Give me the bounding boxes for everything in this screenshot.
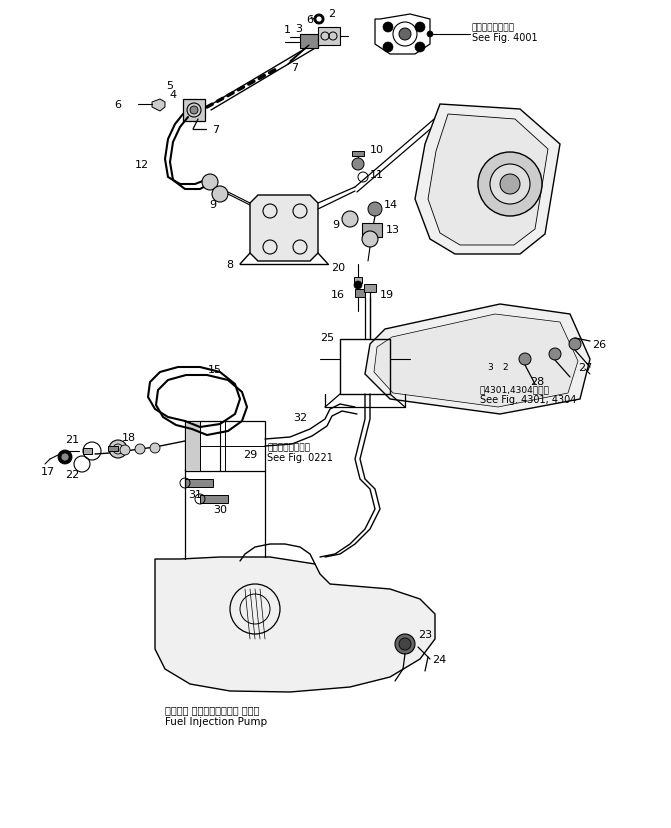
- Text: 25: 25: [320, 333, 334, 343]
- Bar: [108, 446, 118, 451]
- Circle shape: [368, 203, 382, 217]
- Circle shape: [61, 454, 69, 461]
- Polygon shape: [250, 195, 318, 262]
- Circle shape: [58, 450, 72, 465]
- Circle shape: [342, 212, 358, 228]
- Text: 9: 9: [332, 219, 340, 229]
- Text: 30: 30: [213, 504, 227, 514]
- Text: 1: 1: [284, 25, 291, 35]
- Polygon shape: [374, 315, 578, 407]
- Text: 21: 21: [65, 435, 79, 445]
- Circle shape: [549, 349, 561, 360]
- Circle shape: [478, 153, 542, 217]
- Circle shape: [109, 440, 127, 459]
- Text: 7: 7: [291, 63, 299, 73]
- Circle shape: [383, 43, 393, 53]
- Bar: [352, 152, 364, 156]
- Text: See Fig. 0221: See Fig. 0221: [267, 452, 333, 463]
- Circle shape: [395, 634, 415, 654]
- Circle shape: [314, 15, 324, 25]
- Bar: [355, 290, 365, 297]
- Text: 12: 12: [135, 160, 149, 170]
- Bar: [362, 224, 382, 238]
- Circle shape: [212, 187, 228, 203]
- Text: 28: 28: [530, 377, 544, 387]
- Circle shape: [120, 445, 130, 455]
- Text: 15: 15: [208, 364, 222, 374]
- Text: Fuel Injection Pump: Fuel Injection Pump: [165, 716, 267, 726]
- Text: 6: 6: [115, 100, 121, 110]
- Circle shape: [362, 232, 378, 248]
- Circle shape: [490, 165, 530, 205]
- Bar: [318, 28, 340, 46]
- Bar: [300, 35, 318, 49]
- Circle shape: [190, 107, 198, 115]
- Text: 2: 2: [328, 9, 336, 19]
- Text: 4: 4: [170, 90, 176, 100]
- Text: 22: 22: [65, 469, 79, 479]
- Circle shape: [316, 17, 322, 23]
- Polygon shape: [415, 105, 560, 255]
- Text: 24: 24: [432, 654, 446, 664]
- Text: 16: 16: [331, 290, 345, 300]
- Text: 7: 7: [212, 125, 219, 135]
- Circle shape: [415, 43, 425, 53]
- Text: 2: 2: [502, 363, 508, 372]
- Circle shape: [399, 29, 411, 41]
- Text: 5: 5: [166, 81, 174, 91]
- Text: 6: 6: [307, 15, 313, 25]
- Circle shape: [569, 339, 581, 350]
- Text: 19: 19: [380, 290, 394, 300]
- Text: 20: 20: [331, 262, 345, 272]
- Circle shape: [352, 159, 364, 171]
- Text: 27: 27: [578, 363, 592, 373]
- Text: 18: 18: [122, 432, 136, 442]
- Text: 31: 31: [188, 489, 202, 499]
- Text: See Fig. 4301, 4304: See Fig. 4301, 4304: [480, 394, 576, 405]
- Text: 26: 26: [592, 339, 606, 349]
- Text: フェエル インジェクション ポンプ: フェエル インジェクション ポンプ: [165, 704, 260, 714]
- Circle shape: [399, 638, 411, 650]
- Circle shape: [427, 32, 433, 38]
- Polygon shape: [365, 305, 590, 415]
- Text: 9: 9: [209, 200, 217, 209]
- Bar: [364, 285, 376, 292]
- Text: 29: 29: [243, 450, 257, 460]
- Bar: [185, 479, 213, 488]
- Circle shape: [135, 445, 145, 455]
- Bar: [185, 421, 265, 471]
- Bar: [185, 421, 200, 471]
- Text: 13: 13: [386, 224, 400, 234]
- Circle shape: [415, 23, 425, 33]
- Bar: [354, 277, 362, 284]
- Polygon shape: [155, 557, 435, 692]
- Text: 10: 10: [370, 145, 384, 155]
- Circle shape: [519, 354, 531, 365]
- Circle shape: [354, 282, 362, 290]
- Bar: [83, 449, 92, 455]
- Text: 3: 3: [487, 363, 493, 372]
- Text: 17: 17: [41, 466, 55, 476]
- Circle shape: [202, 175, 218, 190]
- Text: See Fig. 4001: See Fig. 4001: [472, 33, 537, 43]
- Text: 第４００１図参照: 第４００１図参照: [472, 23, 515, 32]
- Circle shape: [150, 444, 160, 454]
- Text: 23: 23: [418, 629, 432, 639]
- Polygon shape: [428, 115, 548, 246]
- Bar: [340, 339, 390, 394]
- Text: 32: 32: [293, 412, 307, 422]
- Text: 11: 11: [370, 170, 384, 180]
- Circle shape: [383, 23, 393, 33]
- Text: 第4301,4304図参照: 第4301,4304図参照: [480, 385, 550, 394]
- Circle shape: [500, 175, 520, 195]
- Bar: [200, 495, 228, 503]
- Polygon shape: [152, 100, 165, 112]
- Text: 8: 8: [226, 260, 234, 270]
- Text: 14: 14: [384, 200, 398, 209]
- Text: 3: 3: [295, 24, 303, 34]
- Bar: [183, 100, 205, 122]
- Text: 第０２２１図参照: 第０２２１図参照: [267, 443, 310, 452]
